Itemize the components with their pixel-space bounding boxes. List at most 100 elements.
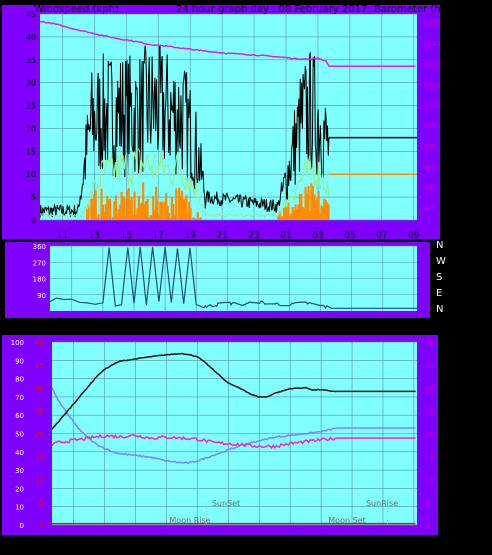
rain-bar: [109, 198, 112, 220]
direction-y-tick: 90: [37, 292, 46, 300]
wind-y-tick: 15: [26, 147, 36, 156]
rain-bar: [155, 186, 158, 220]
rain-bar: [169, 217, 172, 220]
rain-bar: [159, 202, 162, 220]
rain-bar: [301, 207, 304, 220]
temperature-x-ticks: 11 13 15 17 19 21 23 01 03 05 07 09: [68, 538, 420, 548]
rain-bar: [186, 212, 189, 220]
rain-bar: [145, 201, 148, 220]
rain-bar: [313, 194, 316, 220]
rain-bar: [119, 204, 122, 220]
rain-bar: [87, 204, 90, 220]
rain-bar: [97, 214, 100, 220]
temperature-x-tick: 11: [68, 538, 79, 548]
temperature-x-tick: 15: [130, 538, 141, 548]
direction-left-ticks: 360 270 180 90: [33, 243, 46, 300]
compass-label: E: [436, 288, 442, 299]
rain-bar: [308, 211, 312, 220]
direction-y-tick: 270: [33, 259, 46, 267]
rain-bar: [175, 188, 178, 220]
rain-bar: [183, 199, 186, 220]
rain-bar: [149, 215, 152, 220]
rain-bar: [297, 204, 300, 220]
rain-bar: [307, 185, 310, 220]
rain-bar: [104, 204, 107, 220]
astro-label: SunSet: [212, 499, 240, 508]
temperature-y-tick: 0: [425, 522, 429, 530]
rain-bar: [86, 208, 89, 220]
rain-humidity-axis-label: Rainfall (mm) Humidity (%): [2, 322, 139, 333]
rain-bar: [116, 216, 119, 220]
rain-bar: [163, 201, 166, 220]
rain-bar: [136, 208, 139, 220]
temperature-y-tick: 30: [425, 385, 434, 393]
barometer-axis-label: Barometer (hpa): [374, 4, 457, 15]
wind-x-tick: 15: [121, 231, 132, 241]
temperature-x-tick: 05: [346, 538, 357, 548]
astro-label: SunRise: [366, 499, 398, 508]
rain-bar: [94, 189, 97, 220]
rain-bar: [173, 215, 176, 220]
rain-bar: [170, 197, 173, 220]
rain-bar: [156, 200, 159, 220]
temperature-x-tick: 07: [377, 538, 388, 548]
rain-bar: [316, 198, 319, 220]
wind-gust-line: [40, 43, 330, 218]
wind-axis-label: Windspeed (kph): [34, 4, 119, 15]
rain-bar: [196, 212, 199, 220]
barometer-y-tick: 1015: [423, 40, 441, 48]
rain-bar: [127, 188, 130, 220]
temperature-y-tick: 10: [425, 476, 434, 484]
rain-bar: [166, 206, 169, 220]
temperature-line: [52, 352, 416, 430]
humidity-y-tick: 10: [15, 504, 24, 512]
rain-bar: [165, 193, 168, 220]
humidity-y-tick: 90: [15, 357, 24, 365]
rain-bar: [121, 196, 125, 220]
rain-bar: [140, 202, 143, 220]
humidity-y-tick: 60: [15, 412, 24, 420]
astro-label: Moon Rise: [169, 516, 210, 525]
rain-bar: [280, 216, 283, 220]
wind-y-tick: 5: [31, 193, 36, 202]
wind-left-ticks: 0 5 10 15 20 25 30 35 40 45: [26, 10, 36, 225]
rain-bar: [306, 193, 309, 220]
rain-bar: [278, 211, 281, 220]
rain-bar: [285, 207, 288, 220]
wind-y-tick: 35: [26, 56, 36, 65]
rain-bar: [189, 207, 192, 220]
rain-bar: [198, 218, 201, 220]
rain-y-tick: 15: [35, 453, 44, 461]
rain-bar: [146, 199, 149, 220]
barometer-y-tick: 1005: [423, 81, 441, 89]
rain-bar: [195, 219, 198, 220]
rain-bar: [101, 204, 104, 220]
rain-bar: [134, 214, 138, 220]
astro-label: Moon Set: [328, 516, 365, 525]
wind-x-ticks: 11 13 15 17 19 21 23 01 03 05 07 09: [57, 231, 420, 241]
compass-label: N: [436, 240, 443, 251]
rain-bar: [178, 187, 181, 220]
dewpoint-line: [52, 433, 416, 450]
rain-bar: [300, 193, 303, 220]
temperature-grid: [52, 341, 417, 526]
rain-bar: [114, 195, 117, 220]
temperature-axis-label: Temperature (°C)Dew Point (°C): [311, 322, 471, 333]
direction-y-tick: 360: [33, 243, 46, 251]
rain-bar: [137, 195, 140, 220]
rain-bar: [294, 204, 297, 220]
rain-bar: [142, 182, 145, 220]
wind-x-tick: 07: [376, 231, 387, 241]
wind-x-tick: 13: [89, 231, 100, 241]
barometer-y-tick: 980: [423, 184, 436, 192]
barometer-y-tick: 990: [423, 143, 436, 151]
rain-bar: [310, 183, 313, 220]
temperature-x-tick: 23: [254, 538, 265, 548]
rain-bar: [287, 202, 290, 220]
barometer-line: [40, 20, 416, 68]
wind-y-tick: 25: [26, 102, 36, 111]
wind-y-tick: 45: [26, 10, 36, 19]
rain-bar: [113, 201, 116, 220]
wind-x-tick: 09: [408, 231, 420, 241]
temperature-x-tick: 09: [408, 538, 420, 548]
